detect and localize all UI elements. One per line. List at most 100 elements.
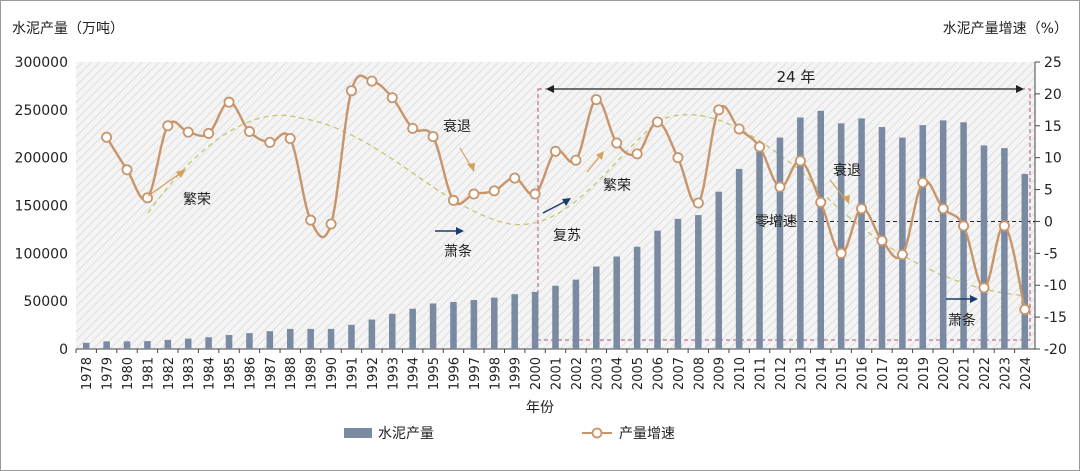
- x-tick-label: 1978: [80, 357, 95, 390]
- y-left-axis-title: 水泥产量（万吨）: [12, 21, 124, 37]
- growth-rate-point: [366, 75, 378, 87]
- x-tick-label: 1985: [223, 357, 238, 390]
- x-tick-label: 1991: [345, 357, 360, 390]
- growth-rate-point: [958, 220, 970, 232]
- growth-rate-point: [243, 126, 255, 138]
- x-tick-label: 2016: [856, 357, 871, 390]
- growth-rate-point: [101, 131, 113, 143]
- growth-rate-point: [937, 203, 949, 215]
- bar-production: [205, 337, 212, 349]
- bar-production: [164, 339, 172, 349]
- growth-rate-point: [386, 92, 398, 104]
- x-tick-label: 2000: [529, 357, 544, 390]
- bar-production: [82, 342, 90, 349]
- bar-production: [409, 308, 416, 349]
- y-right-tick-label: -5: [1044, 246, 1058, 262]
- x-tick-label: 2009: [713, 357, 728, 390]
- bar-production: [858, 118, 865, 350]
- bar-production: [389, 313, 396, 349]
- bar-production: [797, 117, 804, 349]
- phase-label-recovery: 复苏: [553, 227, 581, 244]
- growth-rate-point: [774, 181, 786, 193]
- x-tick-label: 2013: [794, 357, 809, 390]
- phase-label-boom-2: 繁荣: [603, 178, 631, 194]
- bar-production: [572, 279, 580, 349]
- x-tick-label: 1993: [386, 357, 401, 390]
- y-right-tick-label: 10: [1044, 151, 1062, 167]
- growth-rate-point: [550, 145, 562, 157]
- x-tick-label: 1980: [121, 357, 136, 390]
- growth-rate-point: [407, 122, 419, 134]
- growth-rate-point: [672, 152, 684, 164]
- x-tick-label: 2008: [692, 357, 707, 390]
- growth-rate-point: [345, 85, 357, 97]
- bar-production: [511, 294, 518, 349]
- bar-production: [654, 230, 661, 349]
- x-tick-label: 1997: [468, 357, 483, 390]
- bar-production: [429, 303, 437, 349]
- x-tick-label: 2017: [876, 357, 891, 390]
- x-tick-label: 2005: [631, 357, 646, 390]
- x-tick-label: 1998: [488, 357, 503, 390]
- growth-rate-point: [284, 133, 296, 145]
- growth-rate-point: [733, 123, 745, 135]
- x-tick-label: 2004: [611, 357, 626, 390]
- x-tick-label: 1986: [243, 357, 258, 390]
- x-tick-label: 1984: [203, 357, 218, 390]
- bar-production: [225, 335, 233, 349]
- growth-rate-point: [468, 188, 480, 200]
- x-tick-label: 1995: [427, 357, 442, 390]
- growth-rate-point: [121, 164, 133, 176]
- x-tick-label: 2015: [835, 357, 850, 390]
- span-arrow-head-left: [546, 85, 554, 93]
- bar-production: [756, 148, 763, 349]
- x-tick-label: 1987: [264, 357, 279, 390]
- growth-rate-point: [447, 194, 459, 206]
- x-tick-label: 1982: [162, 357, 177, 390]
- x-tick-label: 1979: [101, 357, 116, 390]
- x-tick-label: 1983: [182, 357, 197, 390]
- growth-rate-point: [1019, 303, 1031, 315]
- x-tick-label: 1996: [447, 357, 462, 390]
- bar-production: [776, 137, 784, 349]
- x-tick-label: 2011: [754, 357, 769, 390]
- x-tick-label: 1992: [366, 357, 381, 390]
- growth-rate-point: [529, 188, 541, 200]
- bar-production: [368, 319, 376, 349]
- x-axis-title: 年份: [526, 400, 554, 416]
- y-right-tick-label: -15: [1044, 310, 1067, 326]
- growth-rate-point: [754, 141, 766, 153]
- phase-annotations: 繁荣 衰退 萧条 复苏 繁荣 零增速 衰退 萧条: [147, 118, 978, 329]
- y-right-tick-label: 25: [1044, 55, 1062, 71]
- bar-production: [552, 285, 559, 349]
- bar-production: [980, 145, 988, 349]
- x-tick-label: 2012: [774, 357, 789, 390]
- bar-production: [593, 266, 600, 349]
- bar-production: [307, 328, 314, 349]
- growth-rate-point: [488, 185, 500, 197]
- x-tick-label: 1999: [509, 357, 524, 390]
- phase-label-depression-1: 萧条: [444, 243, 472, 260]
- growth-rate-point: [713, 104, 725, 116]
- bar-production: [919, 125, 927, 349]
- growth-rate-point: [570, 154, 582, 166]
- x-tick-label: 2006: [652, 357, 667, 390]
- bar-production: [531, 291, 539, 349]
- bar-production: [450, 302, 457, 349]
- growth-rate-point: [182, 126, 194, 138]
- bar-production: [470, 300, 478, 349]
- bar-production: [286, 328, 294, 349]
- x-tick-label: 2023: [998, 357, 1013, 390]
- y-right-tick-label: 5: [1044, 183, 1053, 199]
- x-tick-label: 2007: [672, 357, 687, 390]
- growth-rate-point: [509, 172, 521, 184]
- bar-production: [817, 110, 825, 349]
- growth-rate-point: [427, 131, 439, 143]
- x-tick-label: 2021: [958, 357, 973, 390]
- growth-rate-point: [692, 197, 704, 209]
- y-right-axis-title: 水泥产量增速（%）: [943, 21, 1068, 37]
- phase-label-depression-2: 萧条: [948, 312, 976, 329]
- phase-label-zero-growth: 零增速: [755, 214, 797, 230]
- bar-production: [246, 333, 253, 349]
- x-tick-label: 1981: [141, 357, 156, 390]
